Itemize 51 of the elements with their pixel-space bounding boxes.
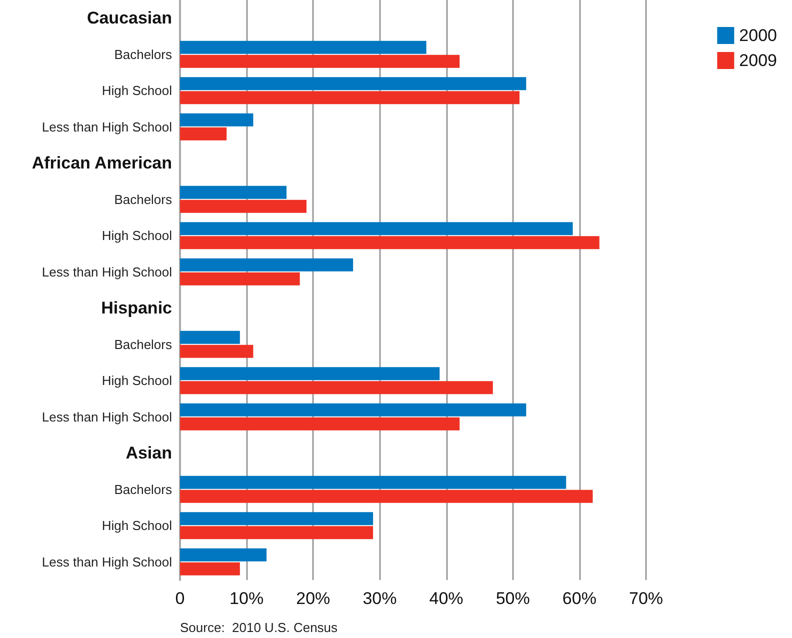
x-tick-label: 0 (175, 589, 185, 608)
bar (180, 222, 573, 236)
y-tick-label: Less than High School (42, 119, 172, 134)
x-tick-label: 40% (429, 589, 464, 608)
bar (180, 417, 460, 430)
bar (180, 562, 240, 576)
y-tick-label: Bachelors (114, 46, 172, 62)
bar (180, 113, 254, 126)
bar (180, 77, 526, 90)
bar (180, 127, 227, 140)
bar (180, 236, 600, 250)
y-tick-label: Bachelors (114, 336, 172, 352)
y-tick-label: High School (102, 518, 172, 534)
y-tick-label: High School (102, 373, 172, 388)
bar (180, 512, 374, 526)
bar (180, 548, 267, 562)
x-tick-label: 60% (562, 589, 596, 608)
bar (180, 40, 426, 54)
y-tick-label: Less than High School (42, 409, 172, 424)
source-note: Source: 2010 U.S. Census (180, 620, 338, 635)
y-tick-label: Hispanic (101, 298, 172, 318)
bar (180, 258, 354, 272)
bar (180, 476, 566, 489)
y-tick-label: Bachelors (114, 192, 172, 207)
bar (180, 186, 287, 199)
y-tick-label: High School (102, 228, 172, 244)
bar (180, 200, 306, 213)
y-tick-label: Less than High School (42, 264, 172, 280)
y-tick-label: Caucasian (86, 8, 172, 28)
bar (180, 367, 440, 380)
legend-label: 2009 (739, 51, 778, 70)
bar (180, 91, 520, 104)
y-tick-label: High School (102, 83, 172, 98)
bar (180, 490, 593, 503)
bar (180, 54, 460, 68)
x-tick-label: 50% (496, 589, 530, 608)
bar (180, 330, 240, 344)
y-tick-label: Bachelors (114, 482, 172, 497)
x-tick-label: 10% (230, 589, 264, 608)
bar (180, 403, 526, 416)
bar (180, 381, 493, 394)
x-tick-label: 20% (296, 589, 330, 608)
y-tick-label: Asian (126, 444, 172, 463)
legend-label: 2000 (739, 26, 778, 45)
x-tick-label: 30% (362, 589, 397, 608)
x-tick-label: 70% (628, 589, 664, 608)
y-tick-label: Less than High School (42, 554, 172, 570)
bar (180, 272, 300, 286)
bar (180, 344, 254, 358)
bar (180, 526, 374, 540)
y-tick-label: African American (32, 154, 172, 173)
